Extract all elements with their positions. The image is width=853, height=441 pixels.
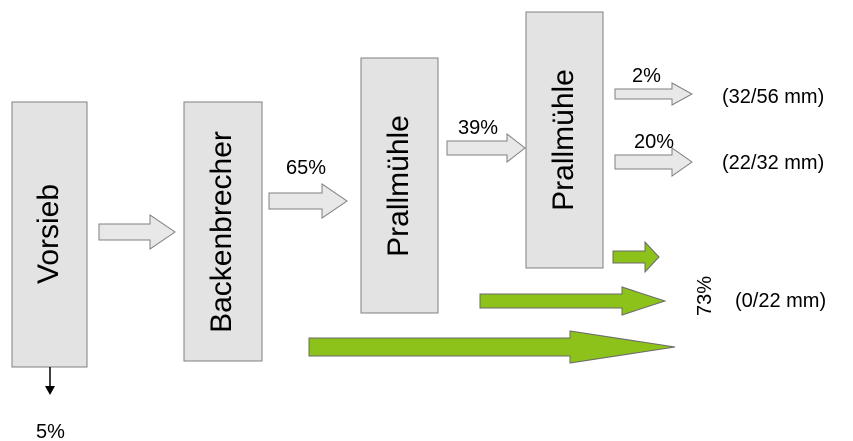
label-product-medium: (22/32 mm) xyxy=(722,152,824,174)
arrow-vorsieb-to-backenbrecher xyxy=(98,214,176,250)
stage-prallmuehle-2-label: Prallmühle xyxy=(547,69,580,211)
arrow-prallmuehle-1-to-prallmuehle-2 xyxy=(446,132,526,164)
stage-backenbrecher: Backenbrecher xyxy=(183,101,263,362)
arrow-green-prallmuehle-1-out xyxy=(479,286,667,316)
arrow-vorsieb-down xyxy=(45,367,55,395)
stage-prallmuehle-1-label: Prallmühle xyxy=(382,115,415,257)
label-vorsieb-out: 5% xyxy=(36,421,65,441)
arrow-product-coarse xyxy=(614,82,694,106)
label-product-coarse-pct: 2% xyxy=(632,65,661,87)
stage-backenbrecher-label: Backenbrecher xyxy=(205,131,238,333)
stage-vorsieb: Vorsieb xyxy=(11,101,88,368)
arrow-backenbrecher-to-prallmuehle-1 xyxy=(268,183,348,219)
label-product-medium-pct: 20% xyxy=(634,131,674,153)
label-backenbrecher-out: 65% xyxy=(286,157,326,179)
arrow-green-prallmuehle-2-out xyxy=(612,240,660,274)
label-product-coarse: (32/56 mm) xyxy=(722,86,824,108)
stage-vorsieb-label: Vorsieb xyxy=(32,184,65,284)
stage-prallmuehle-1: Prallmühle xyxy=(360,57,439,314)
arrow-product-medium xyxy=(614,147,693,177)
label-prallmuehle-1-out: 39% xyxy=(458,117,498,139)
label-product-fine: (0/22 mm) xyxy=(735,290,826,312)
stage-prallmuehle-2: Prallmühle xyxy=(525,11,604,269)
label-product-fine-pct: 73% xyxy=(694,276,716,316)
arrow-green-backenbrecher-out xyxy=(308,330,676,364)
